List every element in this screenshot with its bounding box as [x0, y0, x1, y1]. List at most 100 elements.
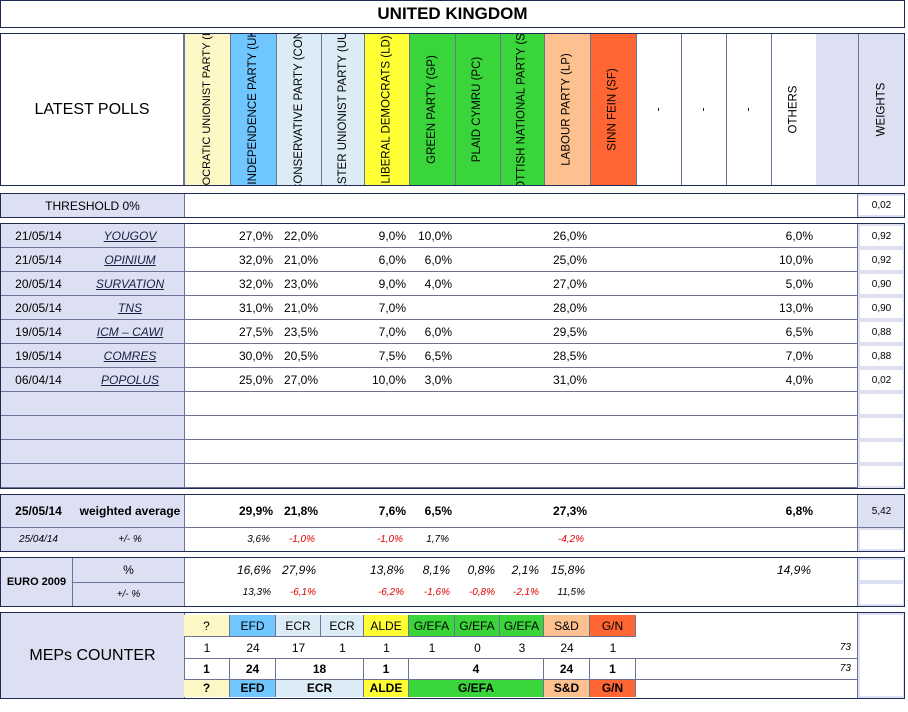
table-row: 21/05/14 YOUGOV 27,0% 22,0% 9,0% 10,0% 26,0% 6,… — [1, 224, 904, 248]
mep-group: G/EFA — [500, 615, 544, 637]
pollster-link[interactable]: POPOLUS — [100, 373, 160, 387]
pollster-link[interactable]: ICM – CAWI — [96, 325, 164, 339]
poll-value: 3,0% — [424, 373, 452, 387]
poll-value: 9,0% — [378, 277, 406, 291]
poll-value: 6,5% — [424, 349, 452, 363]
poll-value: 10,0% — [371, 373, 406, 387]
mep-agg-group: G/N — [590, 679, 636, 697]
mep-agg-seat: 1 — [364, 659, 409, 679]
poll-value: 21,0% — [283, 301, 318, 315]
page-title: UNITED KINGDOM — [377, 4, 528, 23]
row-divider — [1, 247, 184, 248]
change-values — [184, 528, 858, 551]
poll-weight: 0,90 — [860, 274, 903, 294]
mep-seat: 1 — [339, 641, 346, 655]
row-divider — [1, 463, 184, 464]
poll-value: 27,0% — [238, 229, 273, 243]
weighted-weight: 5,42 — [871, 505, 892, 517]
change-value: -1,0% — [376, 534, 403, 545]
row-divider — [1, 343, 184, 344]
mep-agg-seat: 1 — [590, 659, 636, 679]
poll-weight: 0,02 — [860, 370, 903, 390]
poll-values — [184, 464, 858, 488]
mep-seat: 24 — [246, 641, 260, 655]
euro-value: -1,6% — [423, 587, 450, 598]
threshold-weight: 0,02 — [859, 196, 904, 215]
poll-value: 21,0% — [283, 253, 318, 267]
row-divider — [1, 527, 904, 528]
poll-value: 28,0% — [552, 301, 587, 315]
poll-value: 7,0% — [378, 325, 406, 339]
header-box: LATEST POLLS DEMOCRATIC UNIONIST PARTY (… — [0, 33, 905, 186]
poll-values — [184, 416, 858, 440]
poll-date: 19/05/14 — [15, 325, 62, 339]
weights-header: WEIGHTS — [858, 34, 904, 185]
row-divider — [1, 319, 184, 320]
euro-row-label: % — [123, 563, 134, 577]
euro-value: -6,2% — [377, 587, 404, 598]
poll-value: 27,0% — [283, 373, 318, 387]
pollster-link[interactable]: SURVATION — [95, 277, 165, 291]
euro-value: -0,8% — [468, 587, 495, 598]
euro-row: +/- % 13,3% -6,1% -6,2% -1,6% -0,8% -2,1% 11,5% — [73, 582, 904, 606]
party-header: - — [636, 34, 681, 185]
euro2009-label: EURO 2009 — [1, 558, 73, 606]
pollster-link[interactable]: OPINIUM — [104, 253, 156, 267]
weighted-value: 6,5% — [424, 504, 452, 518]
mep-group: G/N — [590, 615, 636, 637]
poll-value: 31,0% — [238, 301, 273, 315]
mep-total-1: 73 — [839, 642, 851, 653]
poll-value: 23,0% — [283, 277, 318, 291]
pollster-link[interactable]: YOUGOV — [103, 229, 157, 243]
poll-value: 20,5% — [283, 349, 318, 363]
mep-group: S&D — [544, 615, 590, 637]
euro-value: 13,3% — [242, 587, 271, 598]
weighted-label: weighted average — [79, 503, 181, 518]
mep-group: ALDE — [364, 615, 409, 637]
mep-seat: 0 — [474, 641, 481, 655]
pollster-link[interactable]: COMRES — [103, 349, 157, 363]
party-header: DEMOCRATIC UNIONIST PARTY (DUP) — [184, 34, 230, 185]
poll-date: 06/04/14 — [15, 373, 62, 387]
poll-weight: 0,92 — [860, 226, 903, 246]
pollster-link[interactable]: TNS — [118, 301, 142, 315]
poll-value: 32,0% — [238, 253, 273, 267]
poll-value: 31,0% — [552, 373, 587, 387]
poll-date: 19/05/14 — [15, 349, 62, 363]
threshold-label: THRESHOLD 0% — [45, 198, 140, 213]
weighted-value: 6,8% — [785, 504, 813, 518]
table-row: 20/05/14 SURVATION 32,0% 23,0% 9,0% 4,0% 27,0%… — [1, 272, 904, 296]
poll-value: 6,0% — [424, 253, 452, 267]
poll-value: 7,0% — [785, 349, 813, 363]
table-row: 21/05/14 OPINIUM 32,0% 21,0% 6,0% 6,0% 25,0% 10… — [1, 248, 904, 272]
weighted-values — [184, 495, 858, 527]
euro-value: -6,1% — [289, 587, 316, 598]
euro-value: 27,9% — [281, 563, 316, 577]
mep-agg-group: S&D — [544, 679, 590, 697]
polls-box: 21/05/14 YOUGOV 27,0% 22,0% 9,0% 10,0% 26,0% 6,… — [0, 223, 905, 489]
weighted-box: 25/05/14 weighted average 29,9% 21,8% 7,6% 6,… — [0, 494, 905, 552]
poll-date: 20/05/14 — [15, 277, 62, 291]
weighted-value: 27,3% — [552, 504, 587, 518]
table-row: 06/04/14 POPOLUS 25,0% 27,0% 10,0% 3,0% 31,0% 4… — [1, 368, 904, 392]
threshold-row — [184, 194, 858, 217]
change-value: 1,7% — [426, 534, 449, 545]
poll-values — [184, 320, 858, 344]
weighted-row: 25/05/14 weighted average 29,9% 21,8% 7,6% 6,… — [1, 495, 904, 527]
euro-values — [184, 558, 858, 582]
party-header: LABOUR PARTY (LP) — [544, 34, 590, 185]
euro-value: 16,6% — [236, 563, 271, 577]
row-divider — [1, 367, 184, 368]
row-divider — [73, 582, 184, 583]
table-row — [1, 392, 904, 416]
euro-row-label: +/- % — [116, 588, 141, 600]
weighted-value: 29,9% — [238, 504, 273, 518]
poll-weight: 0,92 — [860, 250, 903, 270]
mep-seat: 1 — [203, 641, 211, 655]
meps-box: MEPs COUNTER ? 1 EFD 24 ECR 17 ECR 1 ALDE 1 G/EFA 1… — [0, 612, 905, 699]
poll-value: 32,0% — [238, 277, 273, 291]
mep-group: G/EFA — [409, 615, 455, 637]
mep-agg-seat: 18 — [276, 659, 364, 679]
mep-group: EFD — [230, 615, 276, 637]
threshold-box: THRESHOLD 0% 0,02 — [0, 193, 905, 218]
